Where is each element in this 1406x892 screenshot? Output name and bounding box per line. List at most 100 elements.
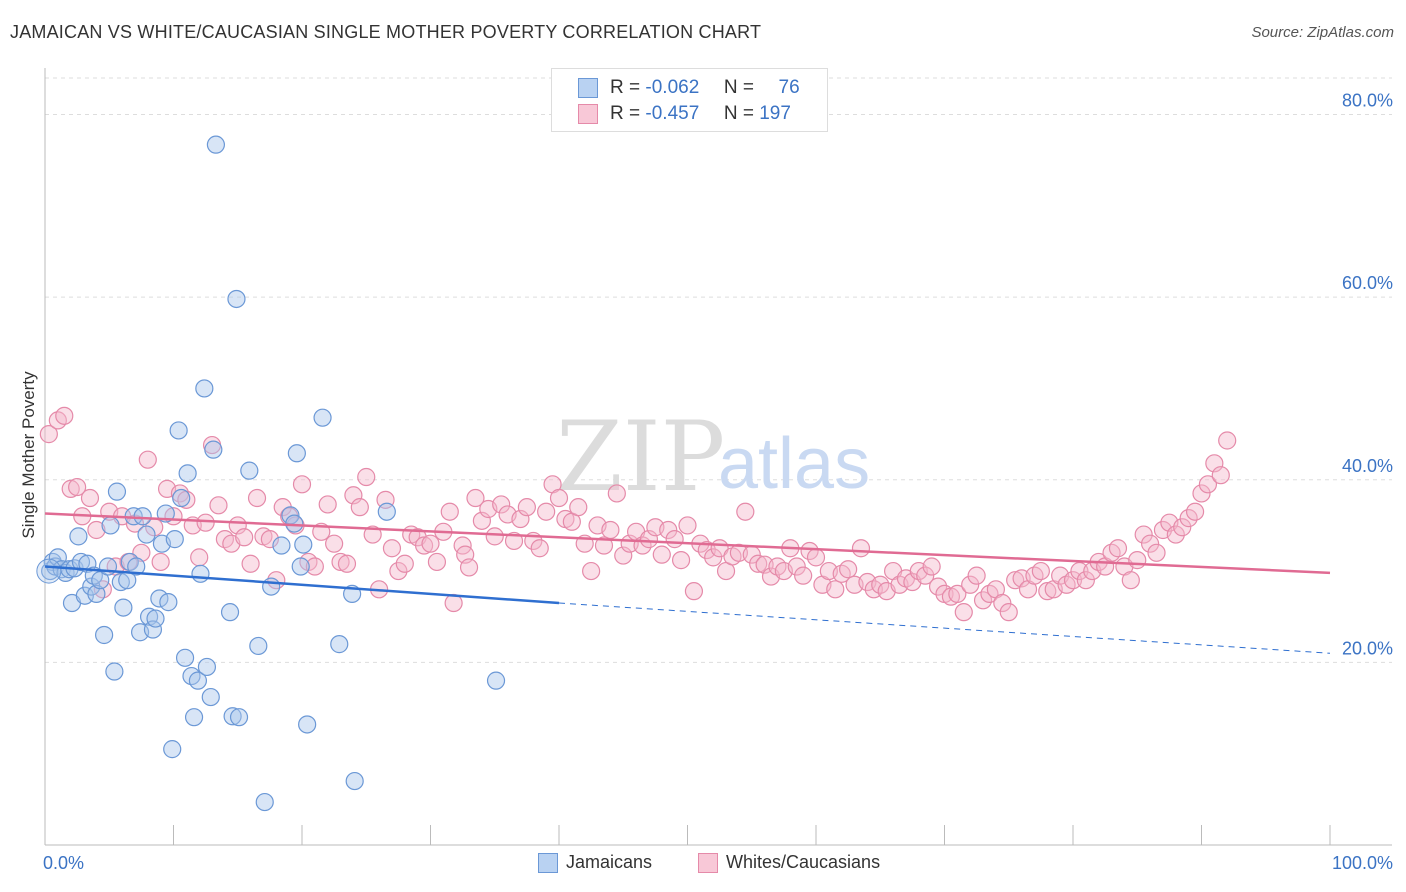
- jamaican-point: [204, 440, 223, 459]
- jamaican-trend-extension: [558, 602, 1331, 654]
- legend-n-value: 197: [759, 103, 791, 124]
- white-point: [440, 502, 459, 521]
- white-point: [993, 593, 1012, 613]
- jamaican-point: [240, 461, 259, 480]
- jamaican-point: [486, 671, 506, 690]
- white-point: [318, 495, 337, 514]
- white-point: [1211, 466, 1230, 485]
- white-point: [241, 554, 260, 573]
- white-point: [601, 520, 620, 540]
- series-label-whites: Whites/Caucasians: [726, 852, 881, 872]
- jamaican-trend-line: [44, 565, 560, 605]
- white-point: [459, 558, 479, 577]
- jamaican-point: [150, 589, 169, 608]
- white-point: [466, 488, 485, 508]
- white-point: [839, 560, 858, 579]
- legend-n-label: N =: [723, 77, 754, 98]
- jamaican-point: [220, 603, 240, 622]
- y-axis-label: Single Mother Poverty: [19, 371, 38, 539]
- jamaican-point: [291, 557, 310, 576]
- jamaican-point: [201, 687, 220, 707]
- legend-n-value: 76: [778, 77, 800, 98]
- jamaican-point: [159, 593, 178, 612]
- white-point: [39, 425, 58, 444]
- white-point: [549, 488, 569, 508]
- legend-stats: R = -0.062 N = 76: [610, 77, 800, 99]
- white-point: [1185, 502, 1205, 521]
- white-point: [1121, 571, 1140, 590]
- white-point: [125, 514, 145, 533]
- white-point: [922, 557, 941, 576]
- jamaican-point: [87, 584, 106, 603]
- legend-r-label: R =: [610, 103, 641, 124]
- white-point: [68, 477, 87, 497]
- chart-title: JAMAICAN VS WHITE/CAUCASIAN SINGLE MOTHE…: [10, 22, 762, 42]
- white-point: [1006, 571, 1025, 590]
- white-point: [325, 534, 344, 553]
- white-point: [787, 557, 806, 576]
- white-point: [948, 584, 967, 603]
- white-point: [260, 530, 279, 549]
- white-point: [492, 495, 511, 514]
- jamaican-point: [172, 488, 191, 508]
- white-point: [305, 557, 324, 576]
- x-tick-label: 0.0%: [43, 853, 84, 873]
- white-point: [357, 467, 376, 487]
- jamaican-point: [184, 708, 204, 727]
- legend-r-value: -0.457: [645, 103, 700, 124]
- white-point: [961, 575, 980, 594]
- jamaican-point: [127, 557, 146, 576]
- jamaican-point: [169, 421, 188, 440]
- series-label-jamaicans: Jamaicans: [566, 852, 653, 872]
- white-point: [749, 554, 768, 573]
- white-point: [671, 551, 691, 570]
- jamaican-point: [146, 609, 165, 628]
- legend-n-label: N =: [723, 103, 754, 124]
- white-point: [794, 566, 813, 585]
- jamaican-point: [175, 648, 195, 667]
- white-point: [331, 552, 350, 572]
- legend-row-whites: R = -0.457 N = 197: [552, 100, 827, 126]
- jamaican-point: [229, 708, 249, 727]
- white-point: [1134, 525, 1153, 544]
- white-point: [504, 531, 524, 551]
- white-point: [851, 539, 871, 558]
- legend-stats: R = -0.457 N = 197: [610, 103, 791, 125]
- white-point: [1192, 484, 1211, 503]
- series-swatch-blue: [538, 853, 558, 873]
- white-point: [954, 603, 973, 622]
- jamaican-point: [137, 525, 156, 544]
- watermark-zip: ZIP: [556, 401, 725, 513]
- source-label: Source: ZipAtlas.com: [1251, 24, 1394, 41]
- white-point: [582, 561, 601, 581]
- white-point: [196, 513, 215, 532]
- white-point: [537, 502, 556, 521]
- white-point: [659, 520, 678, 540]
- white-point: [736, 502, 755, 521]
- jamaican-point: [143, 620, 163, 639]
- jamaican-point: [111, 572, 130, 592]
- jamaican-point: [188, 671, 208, 690]
- jamaican-point: [91, 571, 110, 590]
- white-point: [80, 488, 100, 508]
- white-point: [1173, 518, 1192, 537]
- jamaican-point: [197, 657, 217, 677]
- white-point: [209, 496, 228, 515]
- trend-layer: [44, 512, 1331, 654]
- axis-layer: 20.0% 40.0% 60.0% 80.0% 0.0% 100.0%: [43, 68, 1393, 873]
- white-point: [292, 475, 312, 494]
- y-tick-label: 80.0%: [1342, 91, 1393, 111]
- jamaican-point: [313, 408, 332, 427]
- white-point: [999, 603, 1018, 622]
- y-tick-label: 60.0%: [1342, 273, 1393, 293]
- jamaican-point: [272, 536, 291, 555]
- white-point: [61, 479, 80, 498]
- white-point: [235, 528, 254, 547]
- white-point: [1198, 475, 1218, 494]
- jamaican-point: [195, 379, 214, 398]
- jamaican-point: [107, 482, 127, 501]
- white-point: [916, 566, 935, 585]
- jamaican-point: [165, 530, 184, 549]
- white-point: [684, 582, 704, 601]
- white-point: [1166, 525, 1185, 544]
